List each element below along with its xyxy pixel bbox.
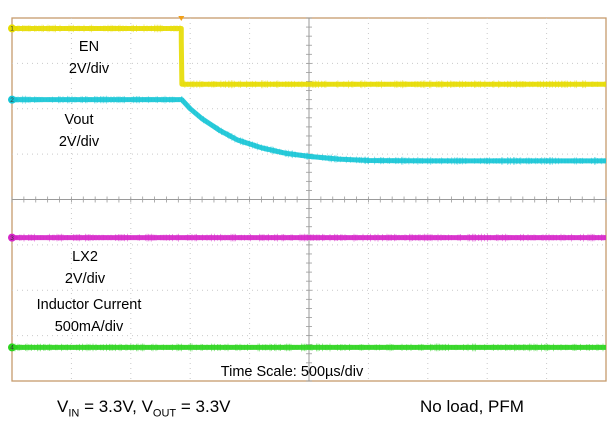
load-condition-caption: No load, PFM [420, 397, 524, 417]
vout-subscript: OUT [153, 407, 176, 419]
channel-marker-number: 4 [10, 345, 14, 352]
vout-symbol: V [142, 397, 153, 416]
channel-marker-number: 1 [10, 26, 14, 33]
lx2-name-label: LX2 [72, 249, 98, 265]
vout-name-label: Vout [64, 112, 93, 128]
vout-value: = 3.3V [176, 397, 230, 416]
en-name-label: EN [79, 39, 99, 55]
inductor-scale-label: 500mA/div [55, 319, 124, 335]
vout-scale-label: 2V/div [59, 134, 100, 150]
channel-marker-number: 3 [10, 235, 14, 242]
en-scale-label: 2V/div [69, 61, 110, 77]
vin-symbol: V [57, 397, 68, 416]
time-scale-label: Time Scale: 500µs/div [221, 364, 364, 380]
lx2-scale-label: 2V/div [65, 271, 106, 287]
channel-marker-number: 2 [10, 97, 14, 104]
vin-subscript: IN [68, 407, 79, 419]
input-output-voltage-caption: VIN = 3.3V, VOUT = 3.3V [57, 397, 231, 419]
inductor-name-label: Inductor Current [37, 297, 142, 313]
vin-value: = 3.3V, [79, 397, 141, 416]
